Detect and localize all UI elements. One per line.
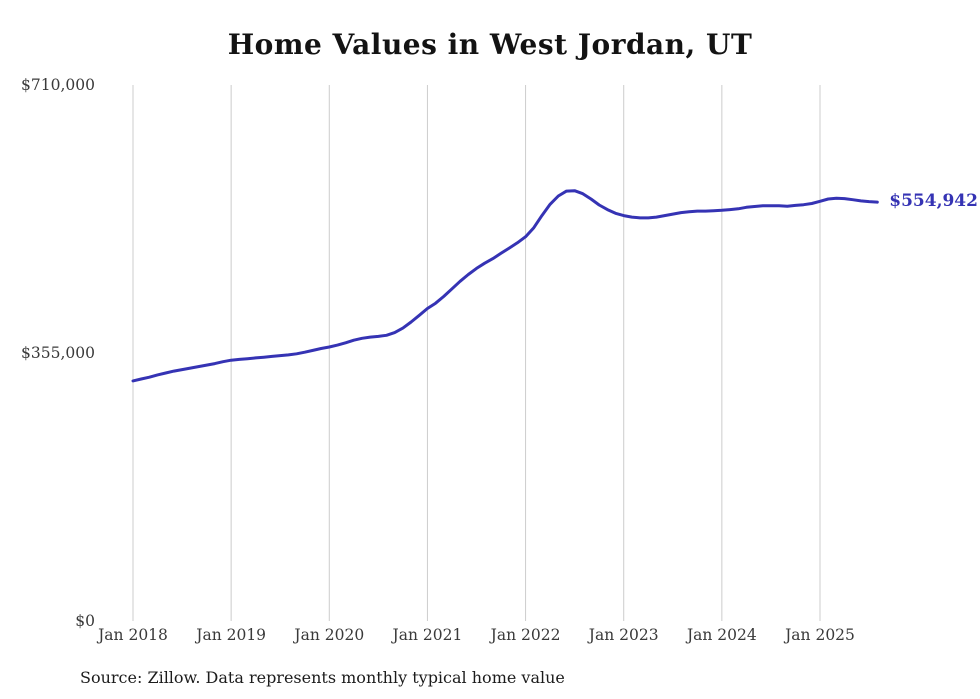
y-axis-tick-label: $710,000 — [21, 76, 95, 94]
chart-title: Home Values in West Jordan, UT — [227, 28, 753, 61]
x-axis-tick-label: Jan 2019 — [194, 626, 266, 644]
x-axis-tick-label: Jan 2021 — [391, 626, 463, 644]
x-axis-tick-label: Jan 2018 — [96, 626, 168, 644]
y-axis-tick-label: $355,000 — [21, 344, 95, 362]
x-axis-tick-label: Jan 2024 — [685, 626, 757, 644]
x-axis-tick-label: Jan 2025 — [783, 626, 855, 644]
source-note: Source: Zillow. Data represents monthly … — [80, 668, 565, 687]
x-axis-tick-label: Jan 2020 — [292, 626, 364, 644]
current-value-label: $554,942 — [889, 191, 978, 211]
x-axis-tick-label: Jan 2023 — [587, 626, 659, 644]
y-axis-tick-label: $0 — [75, 612, 95, 630]
home-value-line — [131, 189, 879, 383]
x-axis-tick-label: Jan 2022 — [489, 626, 561, 644]
